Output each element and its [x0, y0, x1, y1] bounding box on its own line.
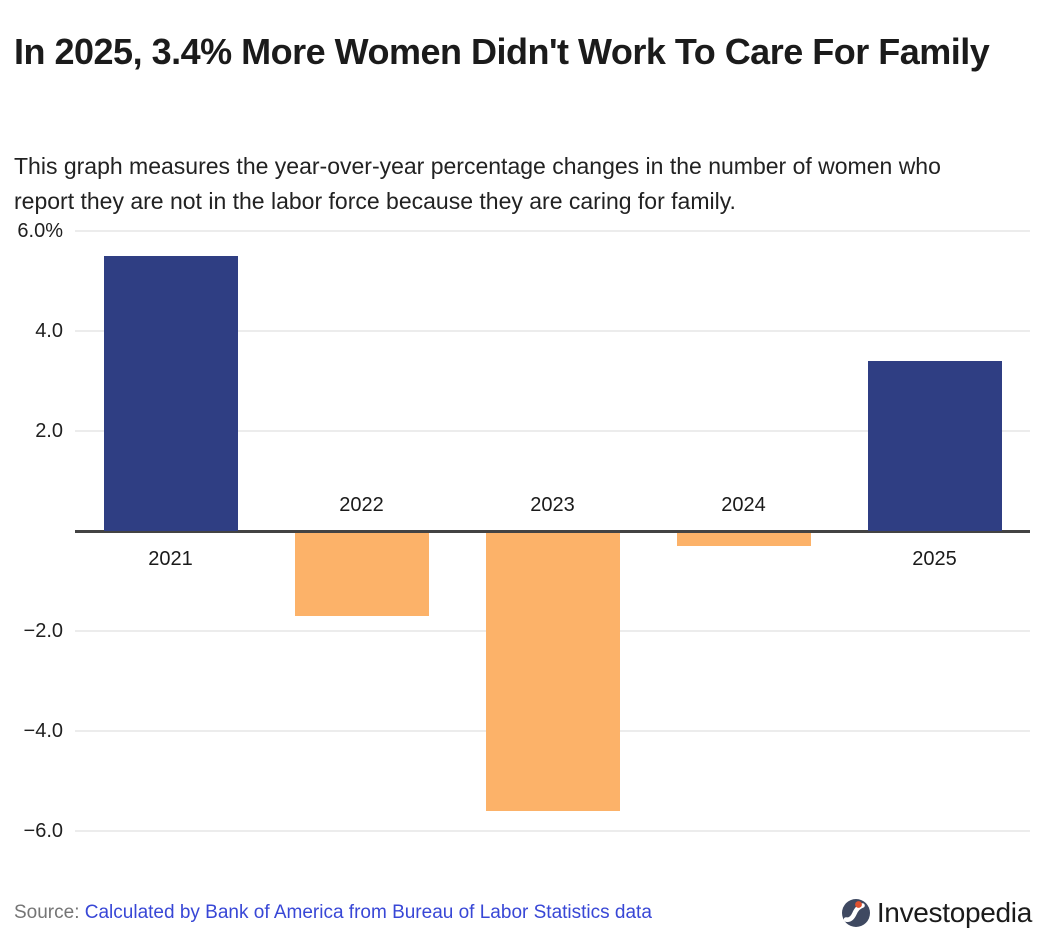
gridline [75, 230, 1030, 232]
gridline [75, 430, 1030, 432]
investopedia-icon [841, 899, 870, 927]
brand-logo: Investopedia [841, 897, 1032, 929]
bar-2025 [867, 361, 1002, 531]
y-axis-tick-label: 4.0 [35, 320, 63, 342]
gridline [75, 330, 1030, 332]
chart-subtitle: This graph measures the year-over-year p… [14, 153, 941, 214]
brand-name: Investopedia [876, 897, 1032, 928]
x-axis-zero-line [75, 530, 1030, 533]
bar-chart: 6.0% 4.0 2.0 −2.0 −4.0 −6.0 2021 2022 2023 2024 20… [0, 210, 1046, 880]
x-axis-label-2025: 2025 [912, 548, 957, 570]
source-line: Source: Calculated by Bank of America fr… [14, 902, 652, 924]
y-axis-tick-label: −6.0 [23, 820, 63, 842]
y-axis-tick-label: −2.0 [23, 620, 63, 642]
bar-2021 [103, 256, 238, 531]
bar-2022 [294, 533, 429, 616]
gridline [75, 830, 1030, 832]
y-axis-tick-label: 2.0 [35, 420, 63, 442]
page-title: In 2025, 3.4% More Women Didn't Work To … [14, 31, 990, 73]
source-link[interactable]: Calculated by Bank of America from Burea… [84, 902, 652, 923]
footer: Source: Calculated by Bank of America fr… [14, 893, 1032, 933]
x-axis-label-2021: 2021 [148, 548, 193, 570]
y-axis-tick-label: 6.0% [17, 220, 63, 242]
bar-2024 [676, 533, 811, 546]
x-axis-label-2022: 2022 [339, 494, 384, 516]
x-axis-label-2023: 2023 [530, 494, 575, 516]
x-axis-label-2024: 2024 [721, 494, 766, 516]
y-axis-tick-label: −4.0 [23, 720, 63, 742]
source-label: Source: [14, 902, 80, 923]
bar-2023 [485, 533, 620, 811]
